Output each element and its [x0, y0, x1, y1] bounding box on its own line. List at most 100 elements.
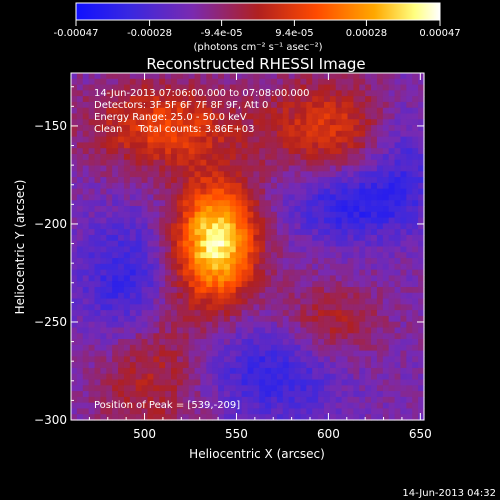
heatmap-cell [406, 84, 413, 91]
heatmap-cell [135, 211, 143, 219]
heatmap-cell [159, 385, 166, 392]
heatmap-cell [276, 229, 284, 236]
heatmap-cell [282, 113, 290, 120]
heatmap-cell [418, 391, 425, 398]
heatmap-cell [353, 90, 360, 97]
heatmap-cell [271, 333, 278, 340]
heatmap-cell [276, 402, 284, 410]
heatmap-cell [153, 119, 160, 126]
heatmap-cell [376, 234, 384, 242]
heatmap-cell [265, 177, 272, 184]
heatmap-cell [94, 188, 102, 196]
heatmap-cell [100, 339, 107, 346]
heatmap-cell [406, 240, 413, 248]
heatmap-cell [118, 304, 125, 311]
heatmap-cell [112, 373, 119, 381]
heatmap-cell [271, 84, 278, 91]
heatmap-cell [312, 362, 319, 369]
heatmap-cell [276, 188, 284, 196]
heatmap-cell [276, 240, 284, 248]
heatmap-cell [188, 234, 196, 242]
heatmap-cell [412, 414, 419, 421]
heatmap-cell [212, 396, 219, 404]
heatmap-cell [388, 78, 396, 86]
heatmap-cell [82, 310, 90, 317]
heatmap-cell [206, 130, 213, 138]
heatmap-cell [323, 240, 331, 248]
heatmap-cell [153, 344, 160, 352]
heatmap-cell [94, 373, 102, 381]
heatmap-cell [318, 101, 325, 109]
heatmap-cell [71, 258, 78, 265]
heatmap-cell [218, 223, 225, 230]
heatmap-cell [412, 402, 419, 410]
heatmap-cell [182, 101, 190, 109]
heatmap-cell [259, 344, 266, 352]
heatmap-cell [400, 292, 407, 300]
footer-timestamp: 14-Jun-2013 04:32 [402, 488, 496, 499]
heatmap-cell [100, 101, 107, 109]
heatmap-cell [271, 211, 278, 219]
heatmap-cell [341, 125, 349, 132]
heatmap-cell [306, 333, 313, 340]
heatmap-cell [206, 101, 213, 109]
heatmap-cell [147, 182, 154, 190]
heatmap-cell [94, 113, 102, 120]
heatmap-cell [341, 182, 349, 190]
heatmap-cell [306, 159, 313, 167]
heatmap-cell [106, 292, 113, 300]
heatmap-cell [123, 356, 131, 363]
heatmap-cell [418, 246, 425, 253]
heatmap-cell [206, 107, 213, 115]
heatmap-cell [212, 171, 219, 178]
heatmap-cell [394, 206, 402, 213]
heatmap-cell [212, 165, 219, 172]
heatmap-cell [412, 246, 419, 253]
heatmap-cell [176, 396, 184, 404]
heatmap-cell [276, 339, 284, 346]
heatmap-cell [329, 281, 337, 288]
heatmap-cell [382, 240, 390, 248]
heatmap-cell [153, 217, 160, 224]
heatmap-cell [223, 148, 231, 155]
heatmap-cell [323, 298, 331, 305]
heatmap-cell [171, 234, 178, 242]
heatmap-cell [312, 142, 319, 149]
heatmap-cell [347, 408, 354, 415]
heatmap-cell [394, 379, 402, 386]
heatmap-cell [418, 153, 425, 161]
heatmap-cell [347, 281, 354, 288]
heatmap-cell [359, 200, 366, 207]
heatmap-cell [218, 211, 225, 219]
heatmap-cell [335, 194, 343, 201]
heatmap-cell [182, 321, 190, 329]
heatmap-cell [112, 408, 119, 415]
heatmap-cell [335, 310, 343, 317]
heatmap-cell [118, 125, 125, 132]
heatmap-cell [359, 240, 366, 248]
heatmap-cell [241, 200, 249, 207]
heatmap-cell [106, 130, 113, 138]
heatmap-cell [218, 200, 225, 207]
heatmap-cell [312, 211, 319, 219]
heatmap-cell [76, 379, 84, 386]
heatmap-cell [171, 182, 178, 190]
heatmap-cell [265, 78, 272, 86]
heatmap-cell [159, 84, 166, 91]
heatmap-cell [271, 269, 278, 277]
heatmap-cell [282, 78, 290, 86]
heatmap-cell [100, 223, 107, 230]
heatmap-cell [159, 119, 166, 126]
heatmap-cell [76, 101, 84, 109]
heatmap-cell [400, 96, 407, 103]
heatmap-cell [171, 402, 178, 410]
heatmap-cell [400, 373, 407, 381]
heatmap-cell [347, 385, 354, 392]
heatmap-cell [171, 73, 178, 80]
heatmap-cell [359, 194, 366, 201]
heatmap-cell [153, 153, 160, 161]
heatmap-cell [135, 269, 143, 277]
heatmap-cell [271, 188, 278, 196]
heatmap-cell [235, 229, 243, 236]
heatmap-cell [129, 321, 137, 329]
